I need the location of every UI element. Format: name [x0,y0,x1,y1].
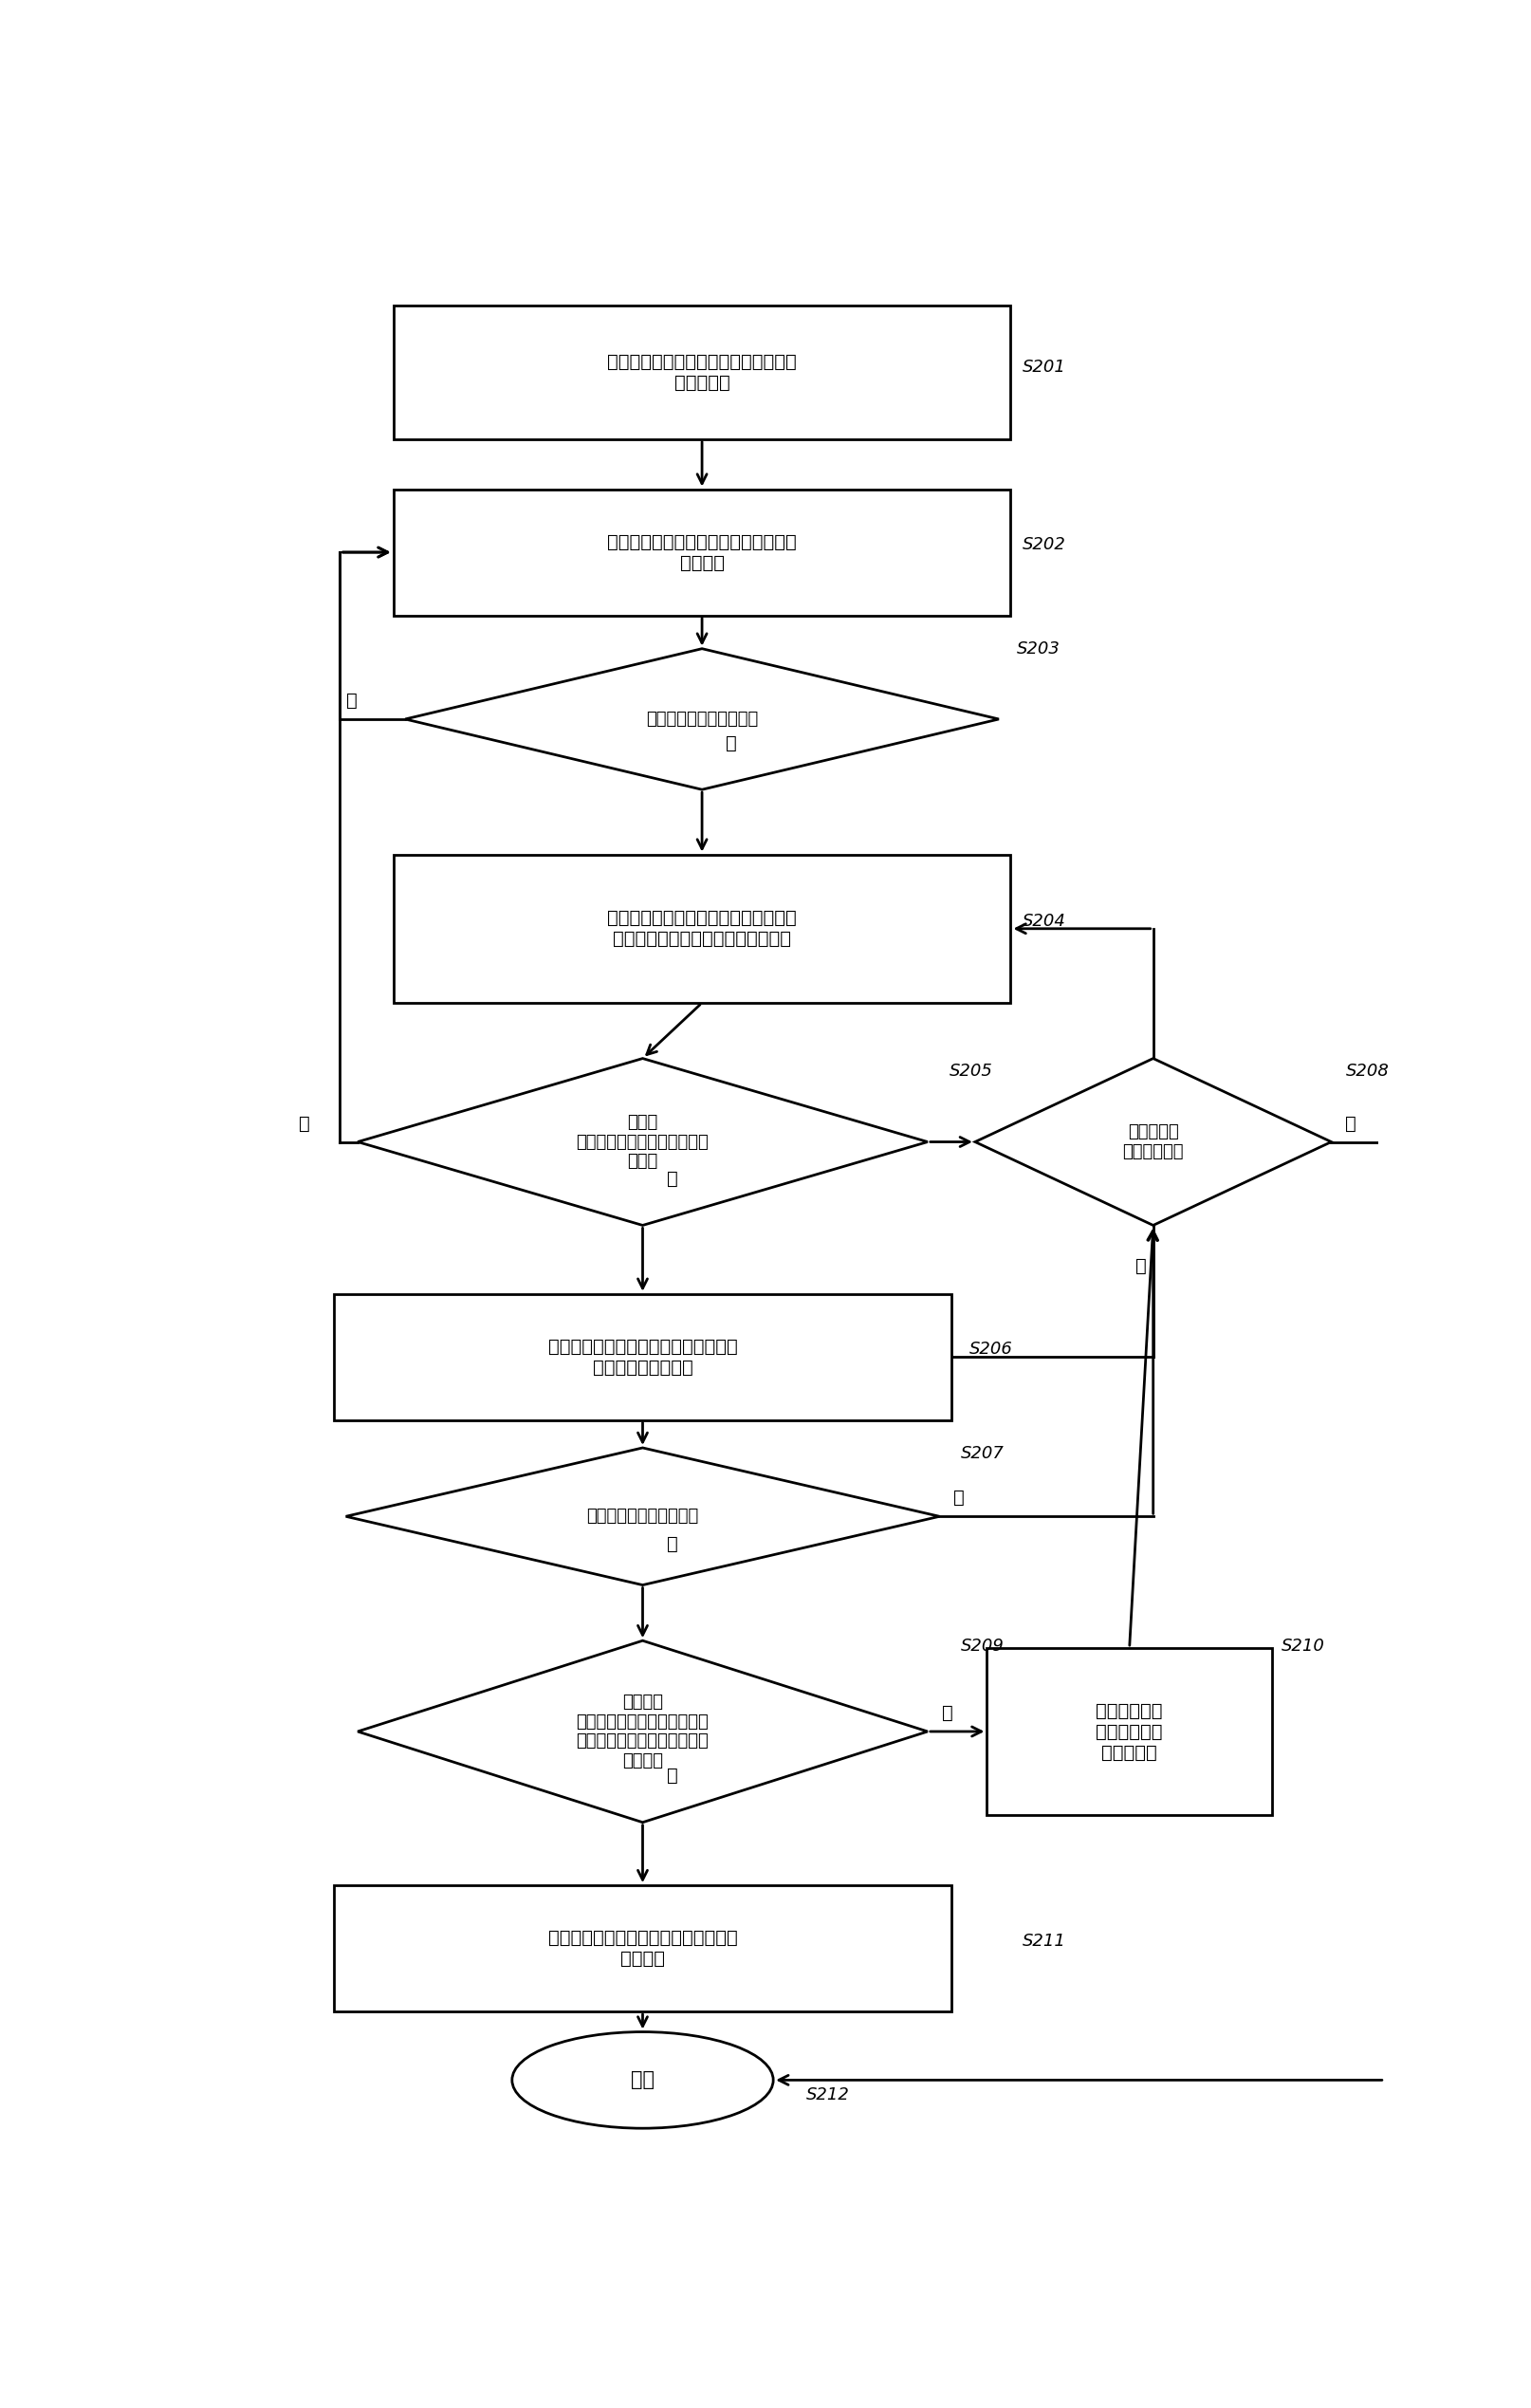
Polygon shape [357,1640,926,1823]
Polygon shape [974,1060,1330,1226]
FancyBboxPatch shape [334,1885,951,2011]
Text: 是: 是 [666,1767,677,1784]
Text: 向网络侧发送缓存的字符队列中的双音
多频字符: 向网络侧发送缓存的字符队列中的双音 多频字符 [548,1929,736,1967]
Text: 从缓存的字符队列中读取缓存的双音多
频字符并显示给用户: 从缓存的字符队列中读取缓存的双音多 频字符并显示给用户 [548,1336,736,1377]
Polygon shape [357,1060,926,1226]
FancyBboxPatch shape [986,1647,1271,1816]
Text: S207: S207 [960,1445,1004,1462]
Text: 提示用户对检
查到的非法字
符进行修改: 提示用户对检 查到的非法字 符进行修改 [1095,1702,1162,1760]
Polygon shape [346,1447,939,1584]
FancyBboxPatch shape [393,489,1010,616]
Text: S208: S208 [1344,1062,1389,1079]
Text: 否: 否 [346,691,357,710]
Text: 结束: 结束 [631,2071,654,2090]
Text: S209: S209 [960,1637,1004,1654]
Text: 是: 是 [666,1170,677,1187]
Text: 否: 否 [954,1488,965,1507]
Text: 接收到网络侧发送的输入双音多频字符
的输入指令: 接收到网络侧发送的输入双音多频字符 的输入指令 [606,354,796,393]
Text: S206: S206 [969,1341,1012,1358]
Text: 是否接收到用户确认指令: 是否接收到用户确认指令 [586,1507,698,1524]
FancyBboxPatch shape [393,306,1010,438]
FancyBboxPatch shape [334,1293,951,1421]
Text: 是: 是 [666,1536,677,1553]
Text: S211: S211 [1023,1934,1066,1950]
Text: 根据双音
多频信号支持的合法字符集，
检查字符队列中双音多频字符
是否合法: 根据双音 多频信号支持的合法字符集， 检查字符队列中双音多频字符 是否合法 [576,1693,709,1770]
Text: 是否接收到字符修改指令: 是否接收到字符修改指令 [646,710,758,727]
Text: S203: S203 [1017,641,1059,657]
Text: S205: S205 [948,1062,992,1079]
Text: 是: 是 [1134,1257,1147,1276]
Text: S210: S210 [1280,1637,1324,1654]
Text: S202: S202 [1023,537,1066,554]
Text: 是: 是 [726,734,736,751]
FancyBboxPatch shape [393,855,1010,1002]
Text: 是否接收到
字符修改指令: 是否接收到 字符修改指令 [1122,1125,1183,1161]
Ellipse shape [511,2032,773,2129]
Text: 否: 否 [1344,1115,1356,1132]
Text: 获取待发送的双音多频字符并缓存至字
符队列中: 获取待发送的双音多频字符并缓存至字 符队列中 [606,532,796,571]
Text: 否: 否 [942,1705,952,1722]
Text: S204: S204 [1023,913,1066,929]
Text: S212: S212 [805,2085,850,2105]
Text: S201: S201 [1023,359,1066,376]
Text: 否: 否 [299,1115,309,1132]
Polygon shape [404,648,998,790]
Text: 判断是
否已缓存全部待发送的双音多
频字符: 判断是 否已缓存全部待发送的双音多 频字符 [576,1112,709,1170]
Text: 根据字符修改命令中携带的字符修改指
示信息，对缓存的字符队列进行修改: 根据字符修改命令中携带的字符修改指 示信息，对缓存的字符队列进行修改 [606,910,796,949]
